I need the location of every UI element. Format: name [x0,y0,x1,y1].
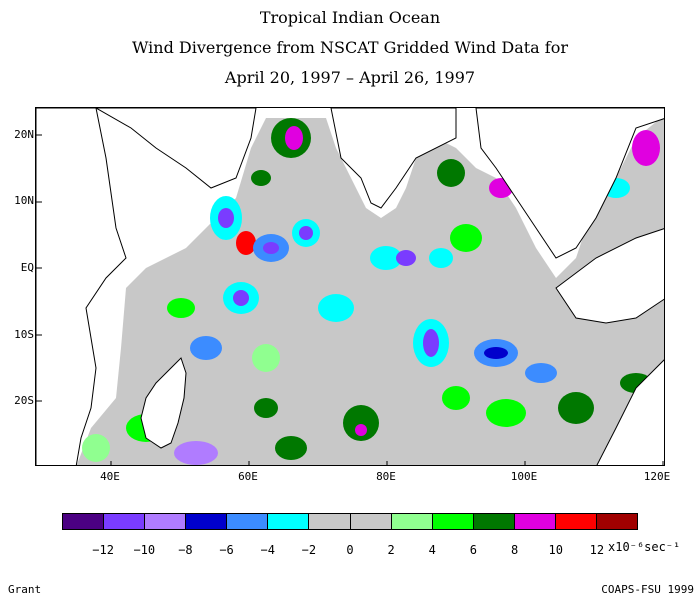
colorbar-tick-label: 10 [548,543,563,557]
colorbar-tick-label: 8 [510,543,519,557]
title-line-1: Tropical Indian Ocean [259,8,441,27]
footer-author: Grant [8,583,42,596]
colorbar-tick-label: −6 [219,543,234,557]
patch [343,405,379,441]
africa [36,108,127,465]
patch [558,392,594,424]
patch [251,170,271,186]
title-line-3: April 20, 1997 – April 26, 1997 [224,68,476,87]
lon-label-100e: 100E [510,470,538,483]
colorbar-segment [227,514,269,529]
patch [525,363,557,383]
patch [396,250,416,266]
patch [355,424,367,436]
patch [423,329,439,357]
patch [174,441,218,465]
patch [484,347,508,359]
australia [596,359,664,465]
colorbar-tick-label: 12 [589,543,605,557]
lon-label-40e: 40E [100,470,120,483]
patch [218,208,234,228]
title-line-2: Wind Divergence from NSCAT Gridded Wind … [131,38,568,57]
patch [450,224,482,252]
colorbar-segment [145,514,187,529]
footer-credit: COAPS-FSU 1999 [601,583,694,596]
patch [233,290,249,306]
arabia [94,108,257,189]
patch [442,386,470,410]
patch [167,298,195,318]
colorbar-segment [268,514,310,529]
lon-label-80e: 80E [376,470,396,483]
patch [299,226,313,240]
ocean-area [76,118,664,465]
lon-label-60e: 60E [238,470,258,483]
colorbar-segment [104,514,146,529]
graticule-ticks [36,134,664,465]
patch [263,242,279,254]
colorbar-tick-label: −2 [301,543,317,557]
patch [632,130,660,166]
india [330,108,457,209]
colorbar-unit: x10⁻⁶sec⁻¹ [608,540,681,554]
patch [429,248,453,268]
colorbar-tick-label: −12 [92,543,114,557]
colorbar-tick-label: −10 [133,543,156,557]
patch [190,336,222,360]
lat-label-10n: 10N [14,194,34,207]
colorbar-segment [391,514,433,529]
lat-label-eq: EQ [20,261,34,274]
colorbar-tick-label: 6 [469,543,478,557]
colorbar-tick-label: −8 [178,543,193,557]
patch [275,436,307,460]
lat-label-20n: 20N [14,128,34,141]
madagascar [140,357,187,449]
colorbar-tick-label: 0 [346,543,354,557]
patch [318,294,354,322]
colorbar-segment [473,514,515,529]
patch [254,398,278,418]
patch [82,434,110,462]
land-masses [36,108,664,465]
patch [370,246,402,270]
divergence-patches [82,118,660,465]
colorbar-segment [514,514,556,529]
patch [437,159,465,187]
colorbar-segment [350,514,392,529]
lon-label-120e: 120E [643,470,671,483]
patch [285,126,303,150]
lat-label-20s: 20S [14,394,34,407]
map-frame [35,107,665,466]
southeast-asia [475,108,664,259]
indonesia [555,228,664,324]
patch [486,399,526,427]
patch [252,344,280,372]
lat-label-10s: 10S [14,328,34,341]
colorbar-segment [309,514,351,529]
colorbar-segment [63,514,105,529]
colorbar-tick-label: 2 [387,543,395,557]
colorbar-segment [597,514,638,529]
colorbar-tick-label: 4 [428,543,436,557]
colorbar-segment [555,514,598,529]
divergence-map [36,108,664,465]
colorbar [62,513,638,530]
colorbar-segment [432,514,474,529]
patch [236,231,256,255]
colorbar-tick-label: −4 [260,543,275,557]
colorbar-segment [186,514,228,529]
